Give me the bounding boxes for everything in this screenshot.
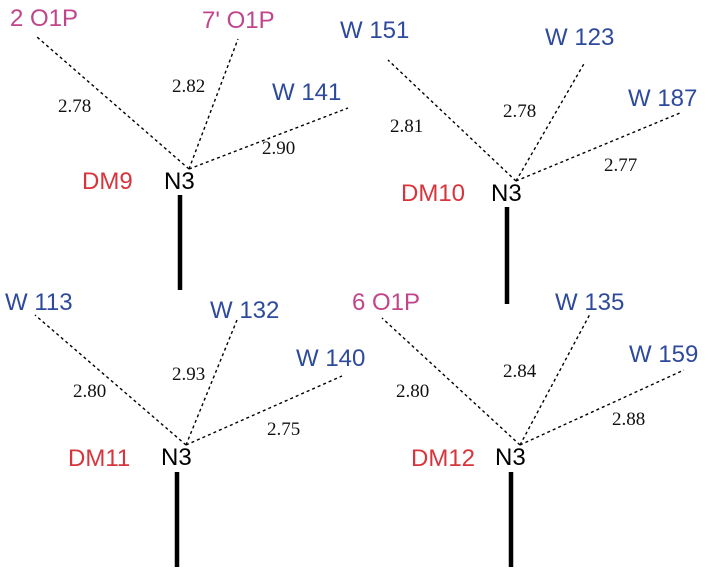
hbond-line: [519, 369, 685, 446]
panel-dm10: W 151 W 123 W 187 2.81 2.78 2.77 DM10 N3: [340, 17, 697, 304]
distance-label: 2.82: [172, 76, 205, 97]
distance-label: 2.88: [612, 409, 645, 430]
hbond-line: [185, 375, 343, 446]
hbond-line: [387, 59, 517, 182]
atom-label: N3: [161, 444, 192, 471]
partner-label: 7' O1P: [202, 7, 275, 34]
partner-label: W 132: [210, 297, 279, 324]
distance-label: 2.75: [267, 419, 300, 440]
atom-label: N3: [491, 180, 522, 207]
partner-label: W 135: [555, 289, 624, 316]
partner-label: W 140: [296, 345, 365, 372]
residue-label: DM12: [411, 445, 475, 472]
partner-label: W 187: [628, 85, 697, 112]
residue-label: DM9: [82, 168, 133, 195]
hbond-line: [519, 313, 591, 446]
hbond-line: [515, 112, 681, 182]
distance-label: 2.84: [503, 361, 537, 382]
hbond-line: [515, 61, 586, 182]
distance-label: 2.78: [503, 101, 536, 122]
hbond-line: [185, 319, 238, 446]
panel-dm9: 2 O1P 7' O1P W 141 2.78 2.82 2.90 DM9 N3: [10, 5, 349, 290]
atom-label: N3: [495, 444, 526, 471]
partner-label: W 113: [5, 289, 73, 316]
hbond-line: [34, 314, 187, 446]
distance-label: 2.80: [396, 381, 429, 402]
partner-label: W 141: [272, 79, 341, 106]
hbond-line: [188, 38, 239, 170]
partner-label: W 151: [340, 17, 409, 44]
distance-label: 2.81: [390, 116, 423, 137]
atom-label: N3: [164, 168, 195, 195]
distance-label: 2.93: [172, 364, 205, 385]
distance-label: 2.90: [262, 138, 295, 159]
distance-label: 2.78: [58, 96, 91, 117]
residue-label: DM10: [401, 180, 465, 207]
residue-label: DM11: [68, 445, 130, 472]
hbond-line: [188, 107, 349, 170]
partner-label: W 159: [629, 341, 698, 368]
panel-dm11: W 113 W 132 W 140 2.80 2.93 2.75 DM11 N3: [5, 289, 365, 567]
distance-label: 2.80: [73, 381, 106, 402]
partner-label: 6 O1P: [352, 289, 420, 316]
partner-label: W 123: [545, 24, 614, 51]
partner-label: 2 O1P: [10, 5, 78, 32]
distance-label: 2.77: [604, 155, 637, 176]
hbond-line: [381, 317, 521, 446]
